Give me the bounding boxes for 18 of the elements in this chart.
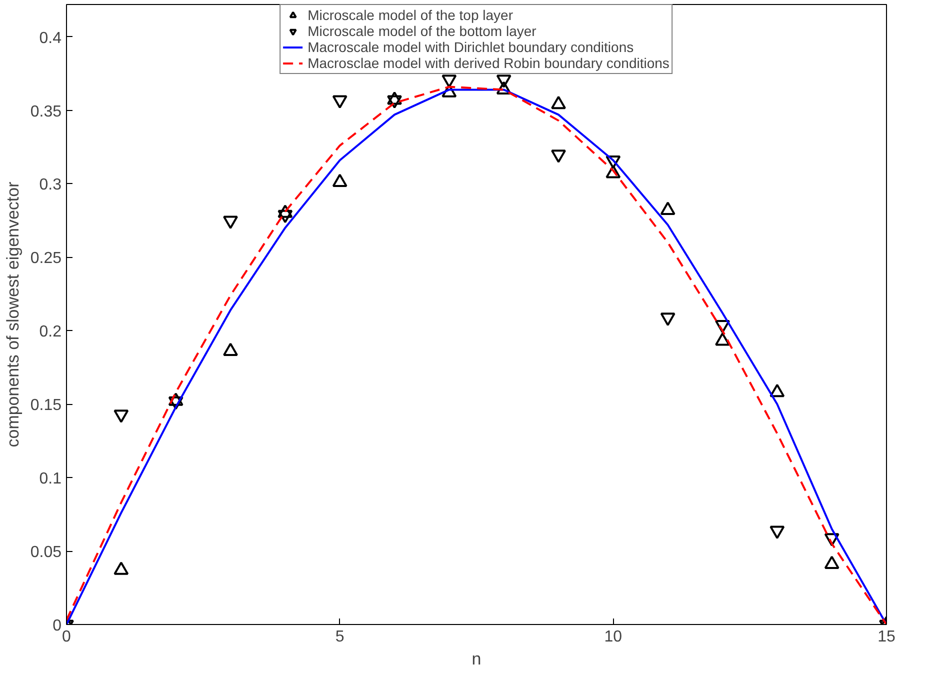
- y-tick-label: 0.4: [39, 30, 62, 47]
- x-axis-title: n: [472, 650, 482, 668]
- y-tick-label: 0.2: [39, 324, 62, 341]
- y-tick-label: 0.25: [30, 250, 62, 268]
- y-tick-label: 0.1: [39, 470, 62, 488]
- y-tick-label: 0.05: [30, 544, 62, 562]
- y-tick-label: 0.15: [30, 397, 62, 414]
- x-tick-label: 10: [604, 628, 622, 646]
- legend-label: Microscale model of the top layer: [308, 7, 513, 23]
- x-tick-label: 5: [335, 628, 344, 646]
- legend-label: Microscale model of the bottom layer: [308, 23, 536, 39]
- x-tick-label: 15: [878, 628, 896, 646]
- legend-label: Macrosclae model with derived Robin boundary conditions: [308, 55, 670, 71]
- y-tick-label: 0: [52, 618, 62, 634]
- y-axis-title: components of slowest eigenvector: [3, 181, 22, 448]
- y-tick-label: 0.3: [39, 176, 62, 194]
- legend-label: Macroscale model with Dirichlet boundary conditions: [308, 39, 634, 55]
- y-tick-label: 0.35: [30, 103, 62, 120]
